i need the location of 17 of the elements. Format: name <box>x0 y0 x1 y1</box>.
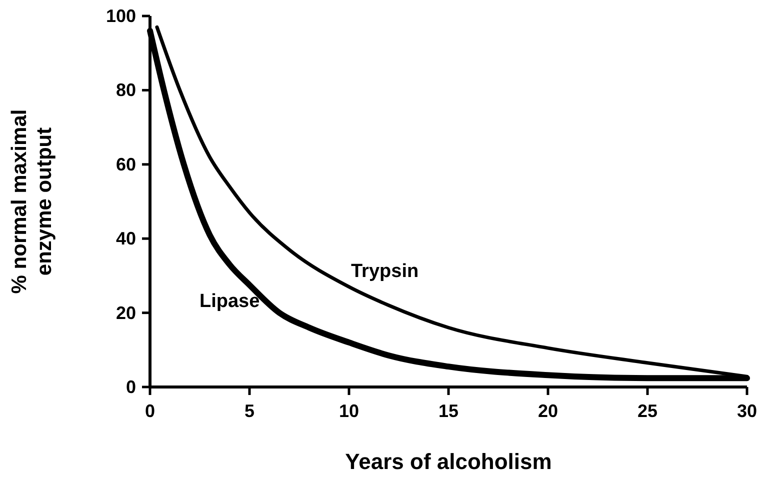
x-tick-label: 25 <box>637 401 658 421</box>
x-tick-label: 15 <box>438 401 459 421</box>
x-axis-title: Years of alcoholism <box>345 449 552 474</box>
y-tick-label: 20 <box>116 302 136 323</box>
x-tick-label: 0 <box>144 401 156 421</box>
x-tick-label: 5 <box>244 401 255 421</box>
y-tick-label: 40 <box>116 228 136 249</box>
y-axis-title: % normal maximal enzyme output <box>8 109 56 294</box>
x-tick-label: 20 <box>538 401 558 421</box>
series-label: Trypsin <box>351 260 419 282</box>
y-tick-label: 100 <box>106 6 136 26</box>
y-tick-label: 60 <box>116 154 136 174</box>
y-tick-label: 0 <box>126 377 136 397</box>
x-tick-label: 10 <box>338 401 360 421</box>
y-tick-label: 80 <box>116 80 136 100</box>
series-label: Lipase <box>200 290 260 312</box>
x-tick-label: 30 <box>736 401 758 421</box>
